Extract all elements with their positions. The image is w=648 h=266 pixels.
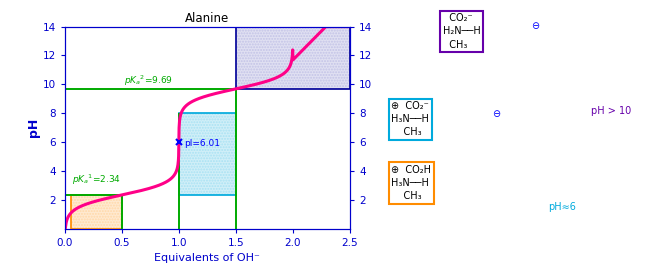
Text: ⊖: ⊖ (492, 109, 501, 119)
Bar (71, 195, 122, 229)
Y-axis label: pH: pH (27, 118, 40, 137)
Text: ⊕  CO₂H
H₃N──H
    CH₃: ⊕ CO₂H H₃N──H CH₃ (391, 165, 432, 201)
Bar (236, 27, 350, 89)
Bar (179, 113, 236, 195)
Text: pH > 10: pH > 10 (591, 106, 631, 117)
Title: Alanine: Alanine (185, 13, 229, 26)
Text: pH≈6: pH≈6 (548, 202, 576, 212)
Text: $pK_a{}^2$=9.69: $pK_a{}^2$=9.69 (124, 74, 173, 88)
Text: pI=6.01: pI=6.01 (185, 139, 220, 148)
Text: $pK_a{}^1$=2.34: $pK_a{}^1$=2.34 (72, 172, 121, 186)
Bar (179, 113, 236, 195)
Text: ⊕  CO₂⁻
H₃N──H
    CH₃: ⊕ CO₂⁻ H₃N──H CH₃ (391, 101, 429, 138)
Bar (236, 27, 350, 89)
Bar (71, 195, 122, 229)
Text: CO₂⁻
H₂N──H
  CH₃: CO₂⁻ H₂N──H CH₃ (443, 13, 480, 50)
X-axis label: Equivalents of OH⁻: Equivalents of OH⁻ (154, 253, 260, 263)
Text: ⊖: ⊖ (531, 21, 539, 31)
